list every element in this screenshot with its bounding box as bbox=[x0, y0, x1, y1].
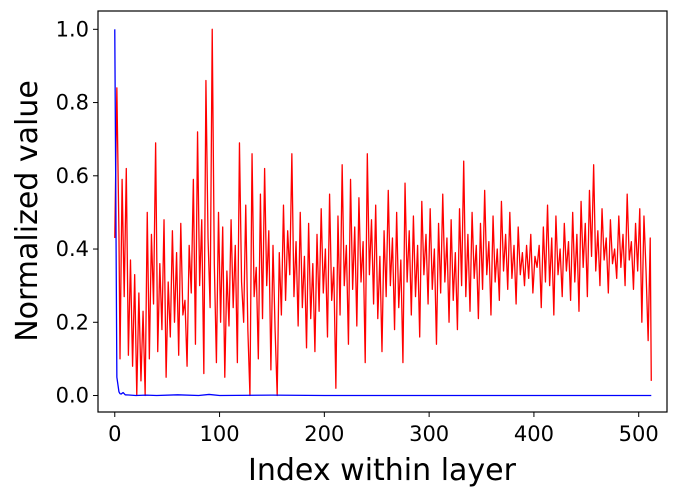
x-axis-title: Index within layer bbox=[248, 453, 517, 488]
x-tick-label: 200 bbox=[304, 422, 344, 446]
x-tick-label: 300 bbox=[409, 422, 449, 446]
x-tick-label: 0 bbox=[108, 422, 121, 446]
y-tick-label: 0.8 bbox=[56, 91, 89, 115]
x-tick-label: 400 bbox=[514, 422, 554, 446]
y-tick-label: 0.2 bbox=[56, 310, 89, 334]
x-tick-label: 500 bbox=[619, 422, 659, 446]
y-tick-label: 1.0 bbox=[56, 17, 89, 41]
series-line-2 bbox=[114, 29, 652, 397]
y-tick-label: 0.0 bbox=[56, 384, 89, 408]
series-layer bbox=[114, 28, 652, 397]
ticks-layer: 0 100 200 300 400 500 0.0 0.2 0.4 0.6 0.8 1.0 bbox=[56, 17, 659, 446]
y-axis-title: Normalized value bbox=[10, 80, 45, 342]
series-line-1 bbox=[114, 28, 652, 397]
y-tick-label: 0.6 bbox=[56, 164, 89, 188]
x-tick-label: 100 bbox=[200, 422, 240, 446]
plot-area-frame bbox=[97, 10, 668, 413]
y-tick-label: 0.4 bbox=[56, 237, 89, 261]
